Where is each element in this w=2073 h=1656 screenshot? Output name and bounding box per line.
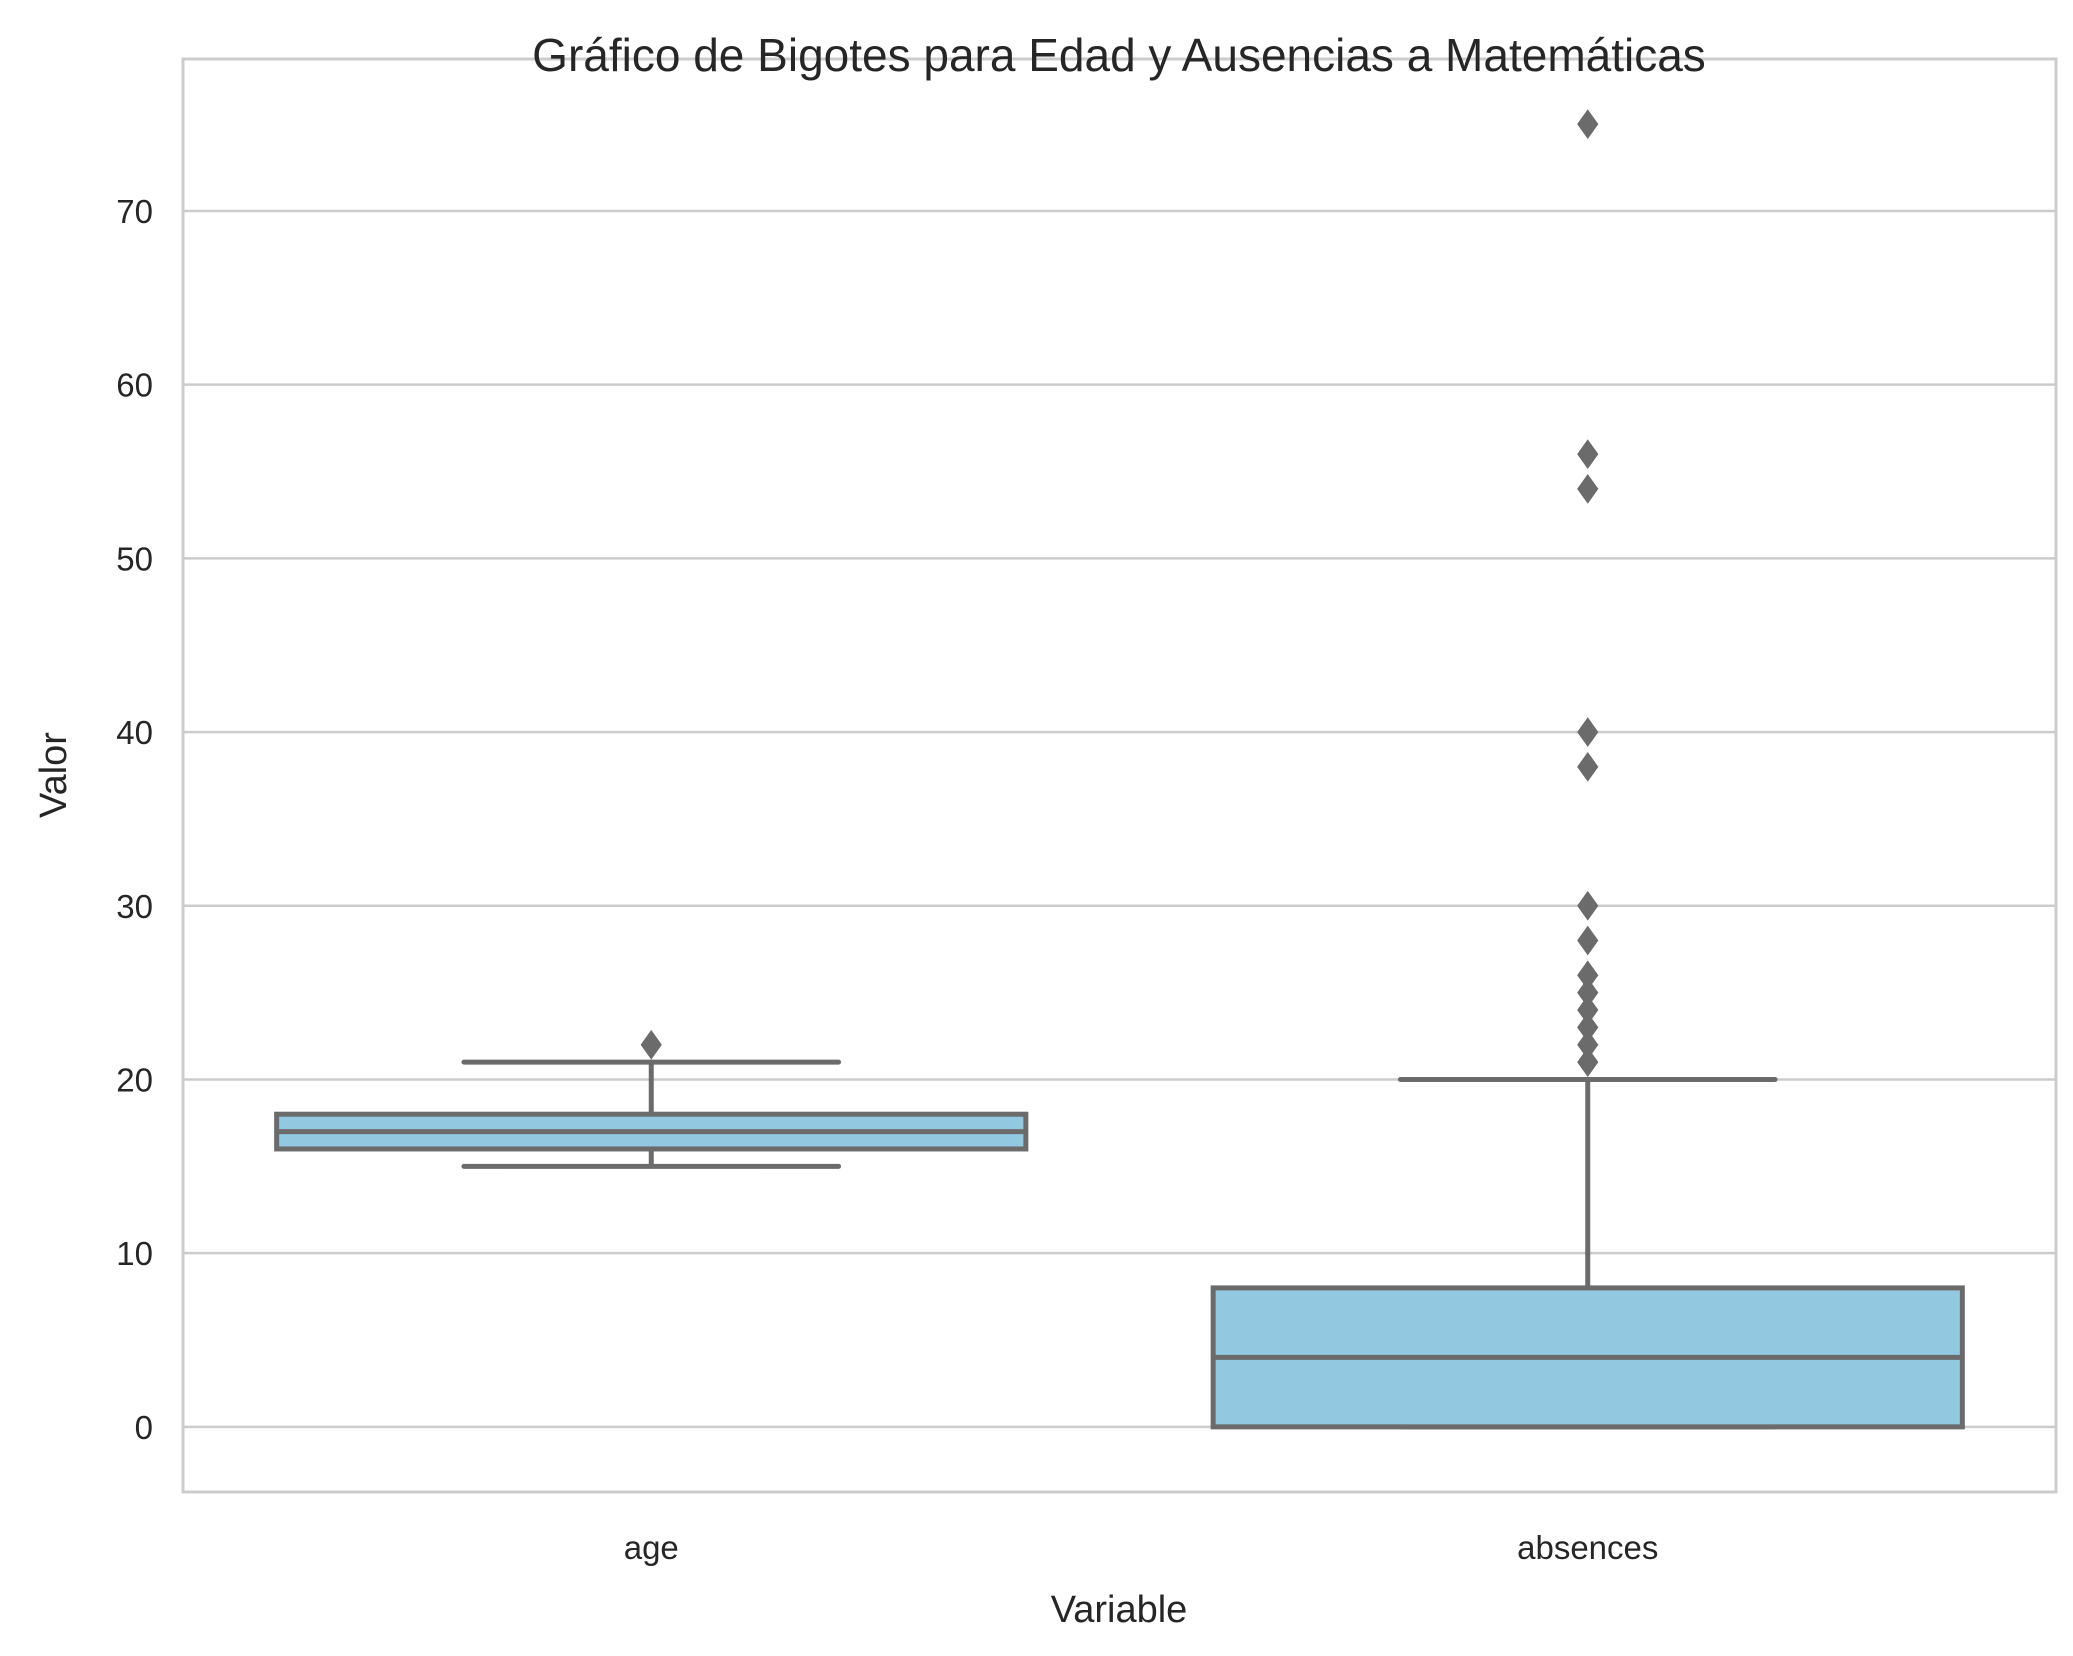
- y-axis-label: Valor: [33, 732, 75, 818]
- outlier-point: [1577, 1012, 1599, 1043]
- chart-title: Gráfico de Bigotes para Edad y Ausencias…: [532, 29, 1706, 81]
- y-tick-label-30: 30: [116, 888, 153, 925]
- boxes: [274, 109, 1965, 1430]
- y-tick-label-40: 40: [116, 714, 153, 751]
- grid: [183, 209, 2056, 1429]
- outlier-point: [1577, 474, 1599, 504]
- outlier-point: [1577, 1029, 1599, 1060]
- outlier-point: [1577, 925, 1599, 956]
- outlier-point: [1577, 890, 1599, 921]
- y-tick-label-20: 20: [116, 1061, 153, 1098]
- y-tick-label-10: 10: [116, 1235, 153, 1272]
- outlier-point: [1577, 439, 1599, 470]
- outlier-point: [640, 1029, 662, 1060]
- outlier-point: [1577, 751, 1599, 782]
- outlier-point: [1577, 960, 1599, 991]
- plot-frame: [181, 57, 2058, 1494]
- y-tick-label-60: 60: [116, 367, 153, 404]
- y-tick-label-0: 0: [135, 1409, 153, 1446]
- outlier-point: [1577, 1047, 1599, 1077]
- outlier-point: [1577, 109, 1599, 139]
- y-tick-label-50: 50: [116, 540, 153, 577]
- outlier-point: [1577, 717, 1599, 747]
- x-axis-label: Variable: [1051, 1589, 1188, 1631]
- x-tick-label-absences: absences: [1517, 1529, 1658, 1566]
- outlier-point: [1577, 977, 1599, 1008]
- x-tick-label-age: age: [624, 1529, 679, 1566]
- y-axis-ticks: 0 10 20 30 40 50 60 70: [116, 193, 153, 1446]
- x-axis-ticks: age absences: [624, 1529, 1659, 1566]
- box-group-absences: [1210, 109, 1965, 1430]
- box-group-age: [274, 1029, 1029, 1169]
- y-tick-label-70: 70: [116, 193, 153, 230]
- outlier-point: [1577, 995, 1599, 1025]
